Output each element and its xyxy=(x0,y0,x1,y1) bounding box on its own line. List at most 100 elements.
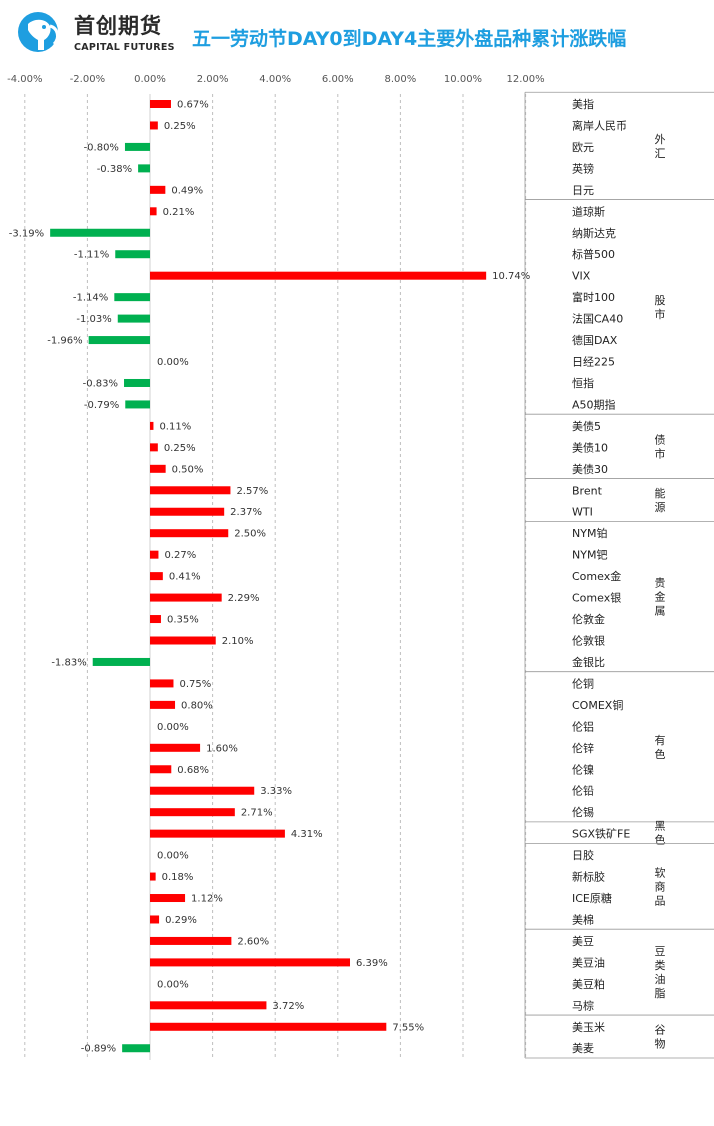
bar xyxy=(150,786,255,795)
category-label: 美豆油 xyxy=(572,955,605,969)
value-labels: 0.67% 0.25% -0.80% -0.38% 0.49% 0.21% -3.19% -1… xyxy=(9,100,531,1055)
category-label: WTI xyxy=(572,506,593,519)
bar xyxy=(92,657,150,666)
value-label: 0.21% xyxy=(163,207,195,218)
value-label: 0.50% xyxy=(172,464,204,475)
bar xyxy=(150,1022,387,1031)
bar xyxy=(150,100,171,108)
x-tick-label: 12.00% xyxy=(507,74,545,85)
category-label: 美棉 xyxy=(572,912,594,926)
bar xyxy=(150,958,351,967)
category-label: 伦铅 xyxy=(572,784,594,798)
bar xyxy=(125,400,150,409)
bar xyxy=(150,894,186,903)
bar xyxy=(150,700,176,709)
bar xyxy=(150,808,235,817)
value-label: 2.60% xyxy=(237,936,269,947)
group-label: 外汇 xyxy=(655,133,666,160)
bar xyxy=(138,164,150,173)
category-label: ICE原糖 xyxy=(572,891,612,905)
bar xyxy=(150,529,229,538)
category-label: 伦铝 xyxy=(572,719,594,733)
category-label: 纳斯达克 xyxy=(572,227,616,240)
category-label: 德国DAX xyxy=(572,333,618,347)
value-label: 0.00% xyxy=(157,851,189,862)
group-label: 谷物 xyxy=(655,1024,666,1051)
value-label: -1.96% xyxy=(47,336,82,347)
bar xyxy=(124,378,150,387)
bar xyxy=(150,872,156,881)
category-label: 美债5 xyxy=(572,419,601,433)
category-label: 恒指 xyxy=(572,376,594,390)
value-label: -0.83% xyxy=(83,378,118,389)
value-label: -0.38% xyxy=(97,164,132,175)
category-label: 日胶 xyxy=(572,848,594,862)
category-label: 美债10 xyxy=(572,440,608,454)
bar xyxy=(114,293,150,302)
gridlines xyxy=(24,94,527,1060)
group-label: 豆类油脂 xyxy=(655,945,666,1000)
x-tick-label: -2.00% xyxy=(70,74,105,85)
category-label: VIX xyxy=(572,270,591,283)
bar xyxy=(150,915,160,924)
value-label: -1.03% xyxy=(76,314,111,325)
value-label: -0.89% xyxy=(81,1044,116,1055)
category-label: NYM钯 xyxy=(572,549,607,562)
x-axis-ticks: -4.00% -2.00% 0.00% 2.00% 4.00% 6.00% 8.00% 10.… xyxy=(7,74,545,85)
value-label: 0.75% xyxy=(179,679,211,690)
bar xyxy=(150,185,166,194)
value-label: 0.00% xyxy=(157,357,189,368)
category-label: 离岸人民币 xyxy=(572,118,627,132)
value-label: 0.11% xyxy=(159,421,191,432)
category-label: 伦锡 xyxy=(572,805,594,819)
bar xyxy=(150,464,166,473)
category-label: 日经225 xyxy=(572,356,615,369)
category-label: 道琼斯 xyxy=(572,204,605,218)
value-label: 10.74% xyxy=(492,271,530,282)
elephant-logo-icon xyxy=(18,12,59,52)
bar xyxy=(150,765,172,774)
brand-name-en: CAPITAL FUTURES xyxy=(74,42,175,53)
x-tick-label: 0.00% xyxy=(134,74,166,85)
bar xyxy=(115,250,150,259)
value-label: 0.29% xyxy=(165,915,197,926)
category-label: Brent xyxy=(572,484,603,497)
category-label: 伦敦金 xyxy=(572,612,605,626)
value-label: 0.35% xyxy=(167,615,199,626)
bar xyxy=(124,142,150,151)
bar xyxy=(150,443,158,452)
category-label: 富时100 xyxy=(572,290,615,304)
value-label: 0.00% xyxy=(157,979,189,990)
value-label: 0.68% xyxy=(177,765,209,776)
category-label: 伦铜 xyxy=(572,676,594,690)
bar xyxy=(150,593,222,602)
group-label: 股市 xyxy=(655,294,666,321)
category-label: 伦敦银 xyxy=(572,634,605,648)
category-label: 美债30 xyxy=(572,462,608,476)
bar xyxy=(150,936,232,945)
bar xyxy=(150,1001,267,1010)
bars xyxy=(50,100,487,1053)
bar xyxy=(150,743,201,752)
category-label: 美豆粕 xyxy=(572,977,605,991)
bar xyxy=(150,207,157,216)
group-label: 能源 xyxy=(655,486,666,514)
group-label: 有色 xyxy=(655,733,666,761)
bar xyxy=(150,679,174,688)
bar xyxy=(150,507,225,516)
group-label: 软商品 xyxy=(655,865,666,907)
category-label: SGX铁矿FE xyxy=(572,828,630,841)
category-label: 美玉米 xyxy=(572,1021,605,1034)
category-label: 美豆 xyxy=(572,935,594,948)
value-label: 2.37% xyxy=(230,507,262,518)
x-tick-label: 8.00% xyxy=(385,74,417,85)
value-label: 7.55% xyxy=(392,1022,424,1033)
value-label: 2.57% xyxy=(236,486,268,497)
group-label: 债市 xyxy=(655,432,666,460)
x-tick-label: 4.00% xyxy=(259,74,291,85)
bar xyxy=(150,636,216,645)
bar xyxy=(50,228,150,237)
bar xyxy=(150,829,285,838)
value-label: 6.39% xyxy=(356,958,388,969)
